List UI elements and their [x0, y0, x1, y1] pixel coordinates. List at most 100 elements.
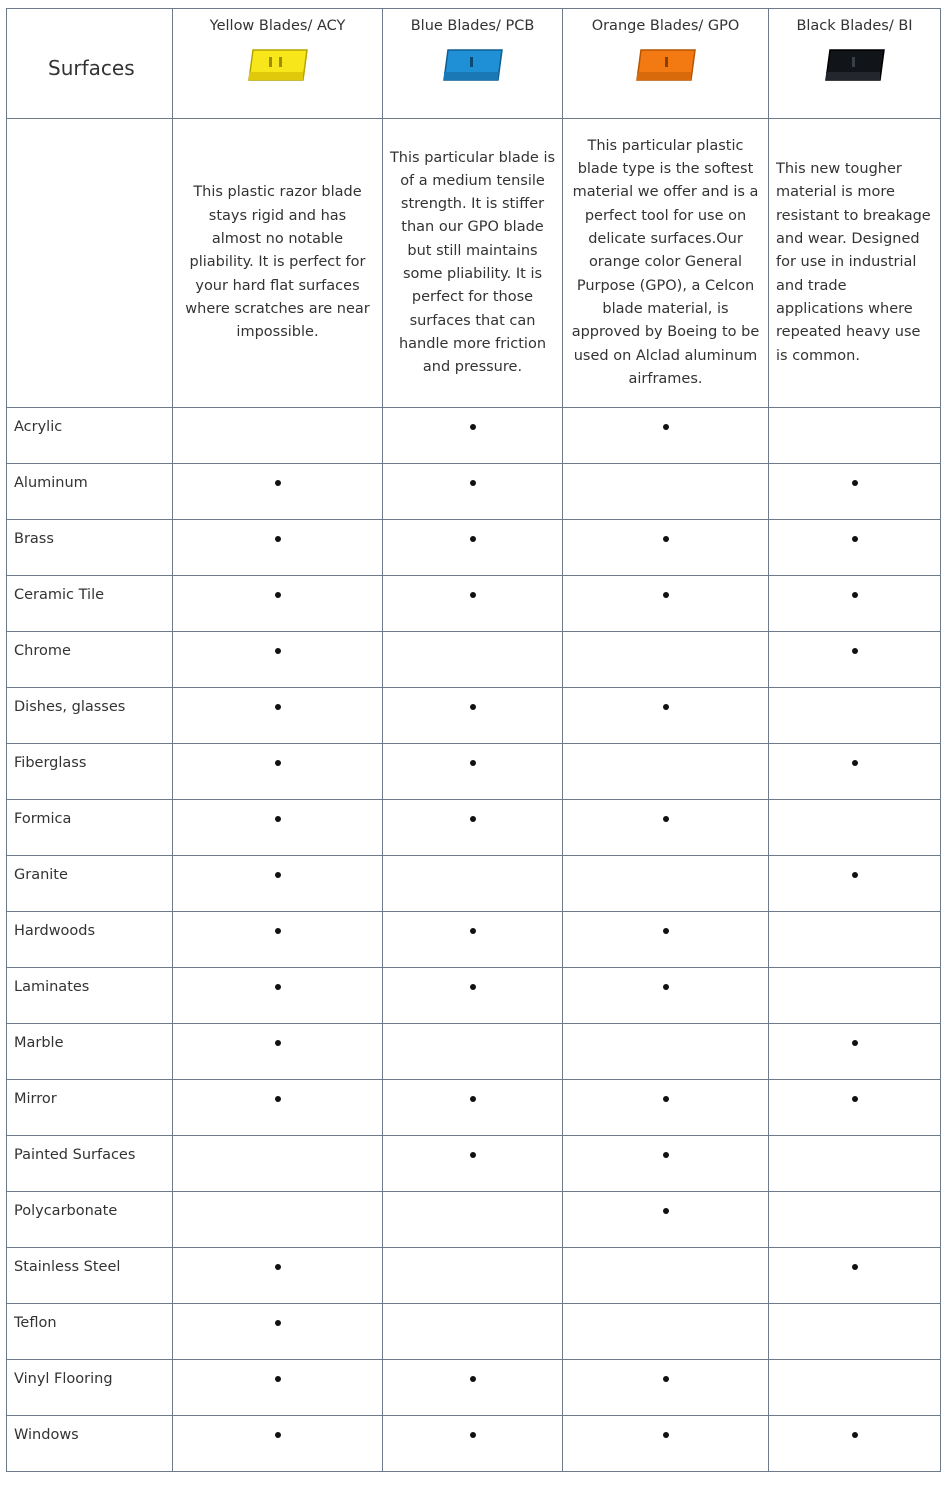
surface-cell: Vinyl Flooring: [6, 1359, 173, 1416]
compatible-dot-icon: [851, 1096, 858, 1102]
compatibility-cell: [382, 1247, 563, 1304]
compatible-dot-icon: [662, 424, 669, 430]
compatible-dot-icon: [851, 760, 858, 766]
black-description-cell: This new tougher material is more resist…: [768, 118, 941, 408]
compatibility-cell: [172, 1079, 383, 1136]
surface-name: Vinyl Flooring: [14, 1371, 113, 1387]
compatibility-cell: [382, 1135, 563, 1192]
surface-name: Dishes, glasses: [14, 699, 126, 715]
table-row: Acrylic: [6, 407, 941, 464]
surface-cell: Fiberglass: [6, 743, 173, 800]
surface-cell: Aluminum: [6, 463, 173, 520]
table-row: Aluminum: [6, 463, 941, 520]
compatibility-cell: [768, 799, 941, 856]
black-blade-icon: [824, 49, 885, 81]
compatible-dot-icon: [274, 1320, 281, 1326]
compatibility-cell: [382, 743, 563, 800]
compatible-dot-icon: [662, 928, 669, 934]
orange-description-cell: This particular plastic blade type is th…: [562, 118, 769, 408]
description-row: This plastic razor blade stays rigid and…: [6, 118, 941, 408]
compatibility-cell: [768, 1135, 941, 1192]
compatible-dot-icon: [274, 928, 281, 934]
compatible-dot-icon: [274, 480, 281, 486]
surface-name: Marble: [14, 1035, 64, 1051]
compatible-dot-icon: [274, 816, 281, 822]
table-row: Ceramic Tile: [6, 575, 941, 632]
description-empty-cell: [6, 118, 173, 408]
surface-cell: Marble: [6, 1023, 173, 1080]
compatibility-cell: [382, 519, 563, 576]
compatible-dot-icon: [851, 1264, 858, 1270]
table-row: Brass: [6, 519, 941, 576]
table-row: Chrome: [6, 631, 941, 688]
orange-blade-header: Orange Blades/ GPO: [562, 8, 769, 119]
table-row: Teflon: [6, 1303, 941, 1360]
black-blade-header: Black Blades/ BI: [768, 8, 941, 119]
compatibility-cell: [382, 911, 563, 968]
compatibility-cell: [562, 1023, 769, 1080]
compatibility-cell: [172, 407, 383, 464]
table-row: Vinyl Flooring: [6, 1359, 941, 1416]
compatible-dot-icon: [662, 1096, 669, 1102]
surface-name: Aluminum: [14, 475, 88, 491]
compatible-dot-icon: [851, 1040, 858, 1046]
compatibility-cell: [172, 799, 383, 856]
surface-name: Laminates: [14, 979, 90, 995]
compatibility-cell: [382, 1359, 563, 1416]
compatible-dot-icon: [469, 424, 476, 430]
orange-description: This particular plastic blade type is th…: [571, 137, 760, 387]
compatibility-cell: [172, 687, 383, 744]
compatible-dot-icon: [274, 1432, 281, 1438]
compatibility-cell: [768, 743, 941, 800]
blue-description: This particular blade is of a medium ten…: [389, 149, 556, 376]
surface-name: Ceramic Tile: [14, 587, 105, 603]
compatibility-cell: [768, 855, 941, 912]
compatible-dot-icon: [274, 1040, 281, 1046]
compatible-dot-icon: [469, 984, 476, 990]
compatible-dot-icon: [274, 760, 281, 766]
compatibility-cell: [562, 407, 769, 464]
yellow-blade-icon: [247, 49, 308, 81]
compatibility-cell: [562, 799, 769, 856]
compatible-dot-icon: [469, 1152, 476, 1158]
compatibility-cell: [172, 463, 383, 520]
compatible-dot-icon: [662, 1208, 669, 1214]
surface-cell: Granite: [6, 855, 173, 912]
compatibility-cell: [562, 1135, 769, 1192]
surfaces-title: Surfaces: [48, 56, 135, 80]
compatible-dot-icon: [274, 1096, 281, 1102]
compatibility-cell: [172, 1247, 383, 1304]
blue-blade-icon: [442, 49, 503, 81]
compatibility-cell: [768, 1079, 941, 1136]
blue-description-cell: This particular blade is of a medium ten…: [382, 118, 563, 408]
table-row: Granite: [6, 855, 941, 912]
black-description: This new tougher material is more resist…: [776, 161, 931, 364]
compatibility-cell: [382, 1079, 563, 1136]
compatibility-cell: [382, 1415, 563, 1472]
compatible-dot-icon: [662, 592, 669, 598]
compatible-dot-icon: [469, 1376, 476, 1382]
surface-name: Windows: [14, 1427, 79, 1443]
compatibility-cell: [562, 1191, 769, 1248]
blade-title: Yellow Blades/ ACY: [209, 18, 346, 34]
compatibility-cell: [382, 1191, 563, 1248]
compatibility-cell: [768, 967, 941, 1024]
surface-name: Teflon: [14, 1315, 57, 1331]
compatible-dot-icon: [662, 816, 669, 822]
table-row: Hardwoods: [6, 911, 941, 968]
surface-cell: Formica: [6, 799, 173, 856]
compatibility-cell: [172, 967, 383, 1024]
table-row: Dishes, glasses: [6, 687, 941, 744]
compatibility-cell: [562, 855, 769, 912]
compatibility-cell: [768, 1415, 941, 1472]
compatibility-cell: [768, 463, 941, 520]
compatibility-cell: [768, 631, 941, 688]
compatibility-cell: [562, 743, 769, 800]
compatible-dot-icon: [851, 872, 858, 878]
compatibility-cell: [562, 1079, 769, 1136]
surface-name: Granite: [14, 867, 68, 883]
compatibility-cell: [382, 967, 563, 1024]
compatibility-cell: [768, 911, 941, 968]
surface-name: Stainless Steel: [14, 1259, 121, 1275]
compatible-dot-icon: [851, 1432, 858, 1438]
